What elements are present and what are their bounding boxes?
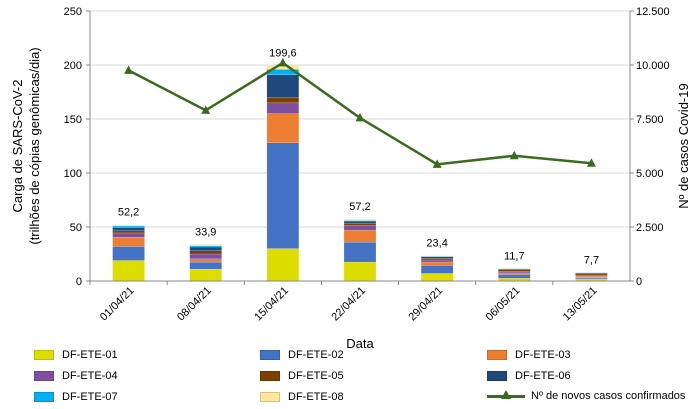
- y-axis-title-line2: (trilhões de cópias genômicas/dia): [27, 47, 42, 244]
- bar-segment: [112, 227, 145, 232]
- x-tick-label: 29/04/21: [406, 285, 445, 324]
- y2-axis-title: Nº de casos Covid-19: [676, 83, 691, 208]
- bar-segment: [266, 248, 300, 282]
- bar-segment: [266, 102, 300, 114]
- bar-segment: [420, 259, 454, 263]
- y2-tick-label: 5.000: [636, 168, 664, 180]
- bar-segment: [189, 244, 222, 246]
- line-point: [278, 57, 288, 67]
- x-tick-label: 13/05/21: [561, 285, 600, 324]
- y2-tick-label: 12.500: [636, 6, 670, 18]
- bar-segment: [498, 274, 531, 279]
- total-label: 11,7: [504, 250, 525, 262]
- total-label: 57,2: [349, 201, 370, 213]
- y2-tick-label: 0: [636, 276, 642, 288]
- bars: [112, 65, 608, 282]
- x-tick-label: 01/04/21: [98, 285, 137, 324]
- axes: [89, 11, 631, 282]
- bar-segment: [420, 261, 454, 266]
- x-tick-label: 06/05/21: [484, 285, 523, 324]
- bar-segment: [420, 273, 454, 282]
- bar-segment: [189, 246, 222, 252]
- total-label: 23,4: [426, 238, 447, 250]
- y2-tick-label: 7.500: [636, 114, 664, 126]
- bar-segment: [189, 258, 222, 263]
- x-ticks: 01/04/21 08/04/21 15/04/21 22/04/21 29/04/21…: [89, 281, 600, 324]
- bar-segment: [420, 265, 454, 274]
- bar-segment: [112, 230, 145, 234]
- bar-segment: [266, 74, 300, 98]
- y-tick-label: 250: [64, 6, 82, 18]
- bar-segment: [266, 142, 300, 249]
- y-tick-label: 100: [64, 168, 82, 180]
- y2-tick-label: 2.500: [636, 222, 664, 234]
- total-label: 7,7: [584, 255, 599, 267]
- bar-segment: [266, 113, 300, 144]
- y-axis-title-line1: Carga de SARS-CoV-2: [10, 80, 25, 213]
- bar-segment: [343, 225, 377, 231]
- bar-segment: [112, 260, 145, 282]
- bar-segment: [112, 224, 145, 227]
- total-label: 33,9: [195, 226, 216, 238]
- y-ticks-right: 0 2.500 5.000 7.500 10.000 12.500: [630, 6, 670, 288]
- bar-segment: [189, 253, 222, 260]
- x-axis-title: Data: [346, 336, 374, 351]
- y-tick-label: 200: [64, 60, 82, 72]
- y-ticks-left: 0 50 100 150 200 250: [64, 6, 90, 288]
- bar-segment: [189, 261, 222, 270]
- bar-segment: [343, 241, 377, 263]
- bar-segment: [112, 237, 145, 247]
- bar-segment: [112, 246, 145, 261]
- x-tick-label: 15/04/21: [252, 285, 291, 324]
- line-point: [432, 159, 442, 168]
- x-tick-label: 08/04/21: [175, 285, 214, 324]
- line-point: [124, 65, 134, 74]
- bar-segment: [343, 261, 377, 282]
- bar-segment: [112, 232, 145, 238]
- line-point: [509, 150, 519, 160]
- y-tick-label: 0: [76, 276, 82, 288]
- line-point: [355, 112, 365, 122]
- y-tick-label: 50: [70, 222, 82, 234]
- bar-segment: [266, 97, 300, 104]
- bar-segment: [343, 220, 377, 224]
- x-tick-label: 22/04/21: [329, 285, 368, 324]
- total-label: 199,6: [269, 47, 297, 59]
- line-point: [586, 158, 596, 167]
- total-label: 52,2: [118, 207, 139, 219]
- line-point: [201, 105, 211, 114]
- bar-segment: [343, 229, 377, 243]
- bar-segment: [575, 275, 608, 279]
- bar-segment: [189, 250, 222, 255]
- total-labels: 52,2 33,9 199,6 57,2 23,4 11,7 7,7: [118, 47, 599, 266]
- bar-segment: [343, 218, 377, 221]
- bar-segment: [189, 268, 222, 282]
- y-tick-label: 150: [64, 114, 82, 126]
- y2-tick-label: 10.000: [636, 60, 670, 72]
- line-series: [124, 57, 596, 168]
- bar-segment: [343, 222, 377, 226]
